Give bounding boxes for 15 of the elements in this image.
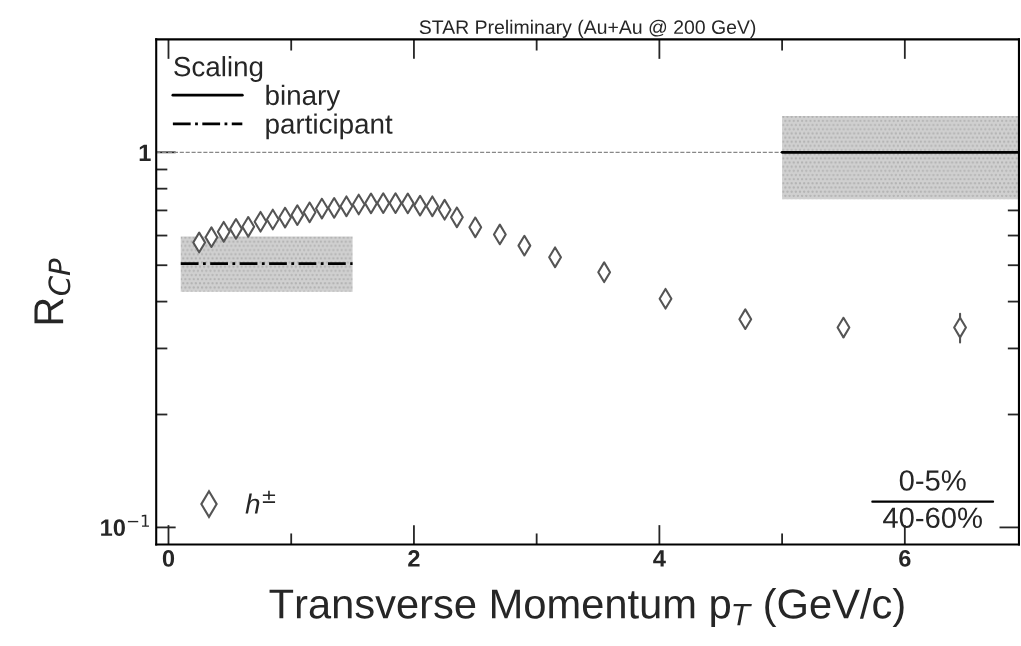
x-tick-label: 0 bbox=[162, 550, 175, 567]
x-tick-label: 4 bbox=[653, 550, 666, 567]
chart-title: STAR Preliminary (Au+Au @ 200 GeV) bbox=[419, 19, 756, 38]
y-tick-label: 10$^{−1}$ bbox=[101, 514, 149, 537]
y-tick-label: 1 bbox=[139, 144, 151, 161]
x-tick-label: 2 bbox=[408, 550, 420, 567]
x-tick-label: 6 bbox=[899, 550, 911, 567]
x-axis-title: Transverse Momentum p$_{T}$ (GeV/c) bbox=[269, 588, 904, 627]
annotation: 40-60% bbox=[883, 507, 982, 529]
legend-label: participant bbox=[266, 113, 393, 140]
annotation: 0-5% bbox=[899, 470, 966, 491]
y-axis-title: R$_{CP}$ bbox=[34, 258, 71, 324]
legend-label: h$^{±}$ bbox=[245, 490, 276, 514]
legend-title: Scaling bbox=[174, 56, 263, 82]
legend-label: binary bbox=[266, 84, 341, 111]
